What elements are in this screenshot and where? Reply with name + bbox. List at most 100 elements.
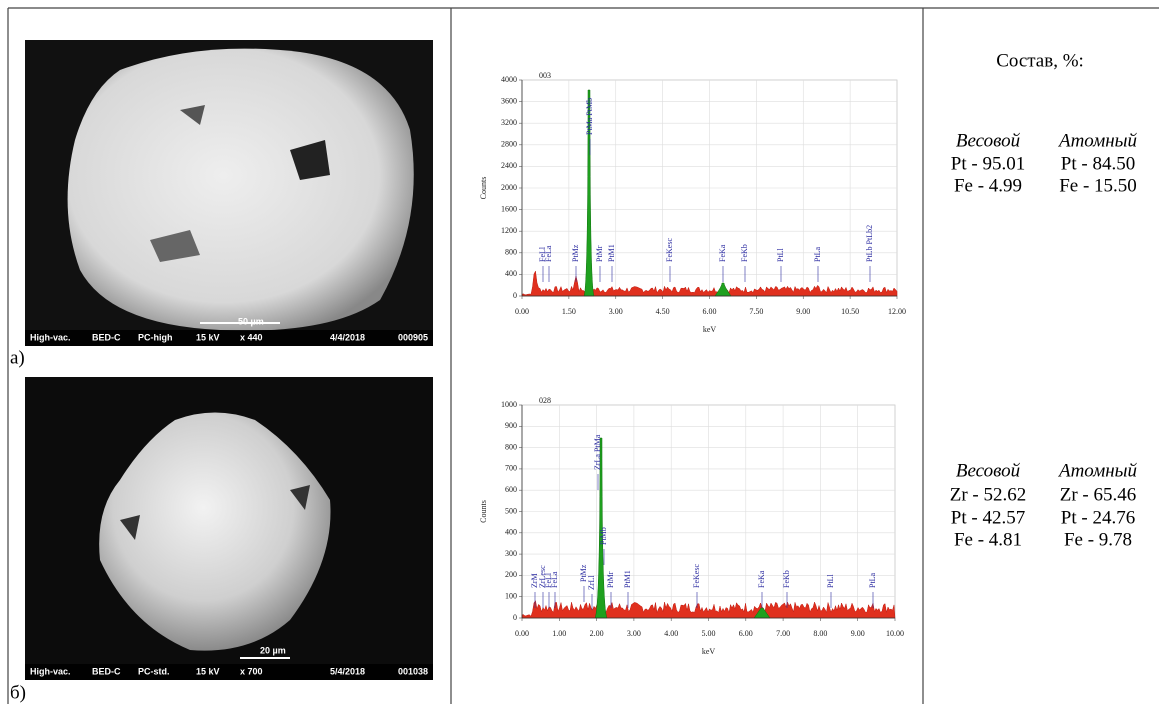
y-tick-label: 700 <box>505 464 517 473</box>
peak-label: FeKb <box>782 570 791 588</box>
peak-label: ZrLl <box>587 575 596 590</box>
sem-scale: 20 µm <box>260 645 286 655</box>
y-tick-label: 0 <box>513 291 517 300</box>
peak-label: ZrLa PtMa <box>593 434 602 470</box>
sem-image-a <box>25 40 433 346</box>
peak-label: FeLa <box>544 245 553 262</box>
x-tick-label: 7.00 <box>776 629 790 638</box>
y-axis-label: Counts <box>479 500 488 523</box>
sem-info: 5/4/2018 <box>330 666 365 676</box>
peak-label: PtLb PtLb2 <box>865 225 874 262</box>
x-tick-label: 7.50 <box>749 307 763 316</box>
sem-info: 15 kV <box>196 666 220 676</box>
peak-label: PtMr <box>606 571 615 588</box>
peak-label: PtLa <box>868 572 877 588</box>
y-tick-label: 800 <box>505 248 517 257</box>
sem-scale: 50 µm <box>238 316 264 326</box>
x-tick-label: 1.50 <box>562 307 576 316</box>
x-axis-label: keV <box>702 647 716 656</box>
peak-label: PtLl <box>776 247 785 262</box>
y-tick-label: 1000 <box>501 400 517 409</box>
composition-value: Pt - 84.50 <box>1061 153 1135 174</box>
sem-info: 000905 <box>398 332 428 342</box>
composition-value: Zr - 52.62 <box>950 484 1027 505</box>
caption: а) <box>10 347 25 368</box>
y-tick-label: 800 <box>505 442 517 451</box>
x-tick-label: 12.00 <box>888 307 906 316</box>
x-tick-label: 10.00 <box>886 629 904 638</box>
column-header: Атомный <box>1057 460 1138 481</box>
x-tick-label: 0.00 <box>515 629 529 638</box>
y-tick-label: 400 <box>505 528 517 537</box>
sem-info: High-vac. <box>30 332 71 342</box>
peak-label: FeKb <box>740 244 749 262</box>
x-tick-label: 9.00 <box>851 629 865 638</box>
peak-label: FeLa <box>550 571 559 588</box>
x-tick-label: 1.00 <box>552 629 566 638</box>
x-tick-label: 0.00 <box>515 307 529 316</box>
column-header: Атомный <box>1057 130 1138 151</box>
peak-label: PtMa PtMb <box>585 98 594 135</box>
peak-label: PtMr <box>595 245 604 262</box>
peak-label: FeKesc <box>665 238 674 262</box>
y-tick-label: 300 <box>505 549 517 558</box>
y-tick-label: 1200 <box>501 226 517 235</box>
composition-value: Pt - 24.76 <box>1061 507 1135 528</box>
x-tick-label: 4.50 <box>656 307 670 316</box>
sem-info: BED-C <box>92 666 121 676</box>
sem-info: High-vac. <box>30 666 71 676</box>
peak-label: PtM1 <box>607 244 616 262</box>
y-tick-label: 200 <box>505 570 517 579</box>
x-tick-label: 6.00 <box>703 307 717 316</box>
composition-value: Pt - 42.57 <box>951 507 1025 528</box>
x-tick-label: 3.00 <box>609 307 623 316</box>
sem-info: BED-C <box>92 332 121 342</box>
x-tick-label: 6.00 <box>739 629 753 638</box>
composition-value: Zr - 65.46 <box>1060 484 1137 505</box>
y-tick-label: 600 <box>505 485 517 494</box>
peak-label: PtMz <box>571 244 580 262</box>
y-tick-label: 400 <box>505 269 517 278</box>
peak-label: PtM1 <box>623 570 632 588</box>
sem-info: x 440 <box>240 332 263 342</box>
y-tick-label: 900 <box>505 421 517 430</box>
spectrum-id: 028 <box>539 396 551 405</box>
sem-info: PC-std. <box>138 666 170 676</box>
x-tick-label: 10.50 <box>841 307 859 316</box>
y-tick-label: 100 <box>505 592 517 601</box>
y-tick-label: 4000 <box>501 75 517 84</box>
caption: б) <box>10 682 26 703</box>
peak-label: FeKa <box>718 244 727 262</box>
sem-info: PC-high <box>138 332 173 342</box>
x-tick-label: 9.00 <box>796 307 810 316</box>
y-tick-label: 2800 <box>501 140 517 149</box>
y-tick-label: 500 <box>505 506 517 515</box>
composition-title: Состав, %: <box>996 50 1084 71</box>
x-tick-label: 3.00 <box>627 629 641 638</box>
peak-label: PtMb <box>599 527 608 545</box>
column-header: Весовой <box>956 460 1021 481</box>
composition-value: Fe - 4.81 <box>954 529 1022 550</box>
y-tick-label: 1600 <box>501 204 517 213</box>
y-tick-label: 3600 <box>501 96 517 105</box>
sem-info: 001038 <box>398 666 428 676</box>
sem-info: x 700 <box>240 666 263 676</box>
x-tick-label: 2.00 <box>590 629 604 638</box>
x-tick-label: 5.00 <box>702 629 716 638</box>
y-tick-label: 2000 <box>501 183 517 192</box>
composition-value: Fe - 9.78 <box>1064 529 1132 550</box>
peak-label: PtLa <box>813 246 822 262</box>
peak-label: FeKa <box>757 570 766 588</box>
composition-value: Fe - 15.50 <box>1059 175 1137 196</box>
figure: а) б) Состав, %: High-vac. BED-C PC-high 15… <box>0 0 1159 704</box>
x-tick-label: 4.00 <box>664 629 678 638</box>
column-header: Весовой <box>956 130 1021 151</box>
composition-value: Fe - 4.99 <box>954 175 1022 196</box>
peak-label: FeKesc <box>692 564 701 588</box>
y-tick-label: 0 <box>513 613 517 622</box>
sem-info: 15 kV <box>196 332 220 342</box>
sem-info: 4/4/2018 <box>330 332 365 342</box>
peak-label: PtLl <box>826 573 835 588</box>
composition-value: Pt - 95.01 <box>951 153 1025 174</box>
x-axis-label: keV <box>703 325 717 334</box>
